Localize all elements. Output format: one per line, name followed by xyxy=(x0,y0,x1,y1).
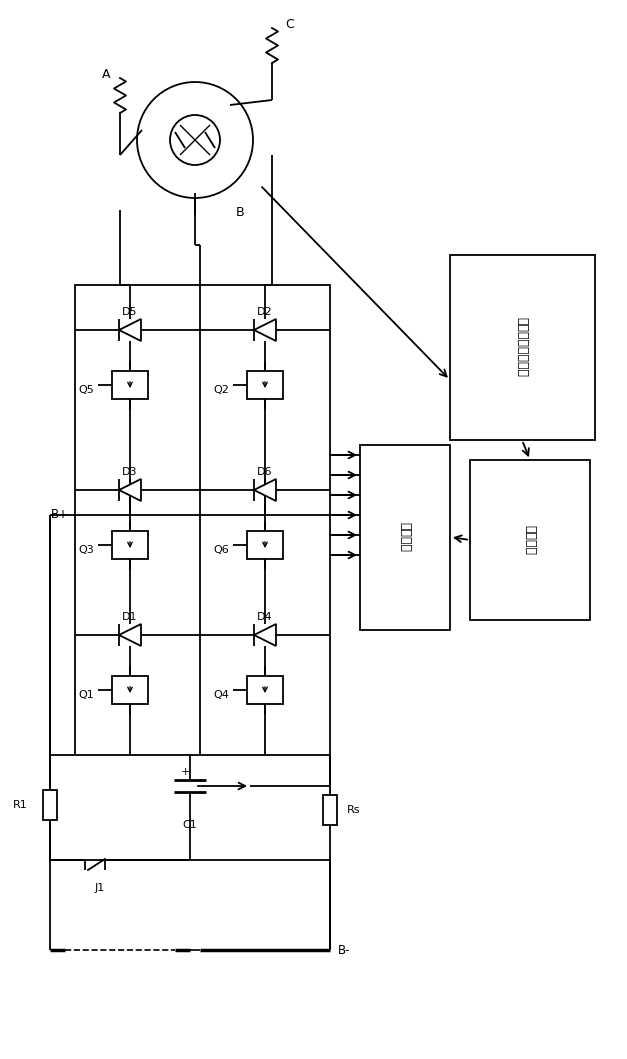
Text: Q4: Q4 xyxy=(213,690,229,700)
Polygon shape xyxy=(119,479,141,501)
Text: Q2: Q2 xyxy=(213,385,229,395)
Polygon shape xyxy=(254,624,276,646)
Text: D4: D4 xyxy=(257,612,273,622)
Text: A: A xyxy=(102,69,110,82)
Bar xyxy=(247,531,283,559)
Text: 转子位置检测电路: 转子位置检测电路 xyxy=(515,317,529,377)
Text: Rs: Rs xyxy=(347,805,361,815)
Text: R1: R1 xyxy=(13,800,28,810)
Text: D2: D2 xyxy=(257,307,273,317)
Polygon shape xyxy=(119,624,141,646)
Bar xyxy=(247,371,283,399)
Bar xyxy=(43,790,57,820)
Text: Q3: Q3 xyxy=(78,545,94,555)
Bar xyxy=(247,676,283,704)
Text: D3: D3 xyxy=(122,467,138,477)
Text: D1: D1 xyxy=(122,612,138,622)
Text: B: B xyxy=(236,205,245,218)
Bar xyxy=(360,445,450,630)
Bar xyxy=(470,460,590,620)
Text: Q6: Q6 xyxy=(213,545,229,555)
Text: Q1: Q1 xyxy=(78,690,94,700)
Text: D5: D5 xyxy=(122,307,138,317)
Bar xyxy=(112,371,148,399)
Polygon shape xyxy=(119,319,141,341)
Bar xyxy=(450,255,595,439)
Text: C1: C1 xyxy=(182,820,198,830)
Polygon shape xyxy=(254,479,276,501)
Text: Q5: Q5 xyxy=(78,385,94,395)
Polygon shape xyxy=(254,319,276,341)
Text: C: C xyxy=(285,18,294,32)
Text: 驱动电路: 驱动电路 xyxy=(399,522,411,552)
Bar xyxy=(112,531,148,559)
Text: +: + xyxy=(181,767,190,777)
Text: J1: J1 xyxy=(95,883,105,893)
Text: B+: B+ xyxy=(51,508,69,521)
Text: 控制单元: 控制单元 xyxy=(524,525,537,555)
Text: B-: B- xyxy=(338,944,350,956)
Text: D6: D6 xyxy=(257,467,273,477)
Bar xyxy=(75,285,330,755)
Bar xyxy=(323,795,337,825)
Bar xyxy=(112,676,148,704)
